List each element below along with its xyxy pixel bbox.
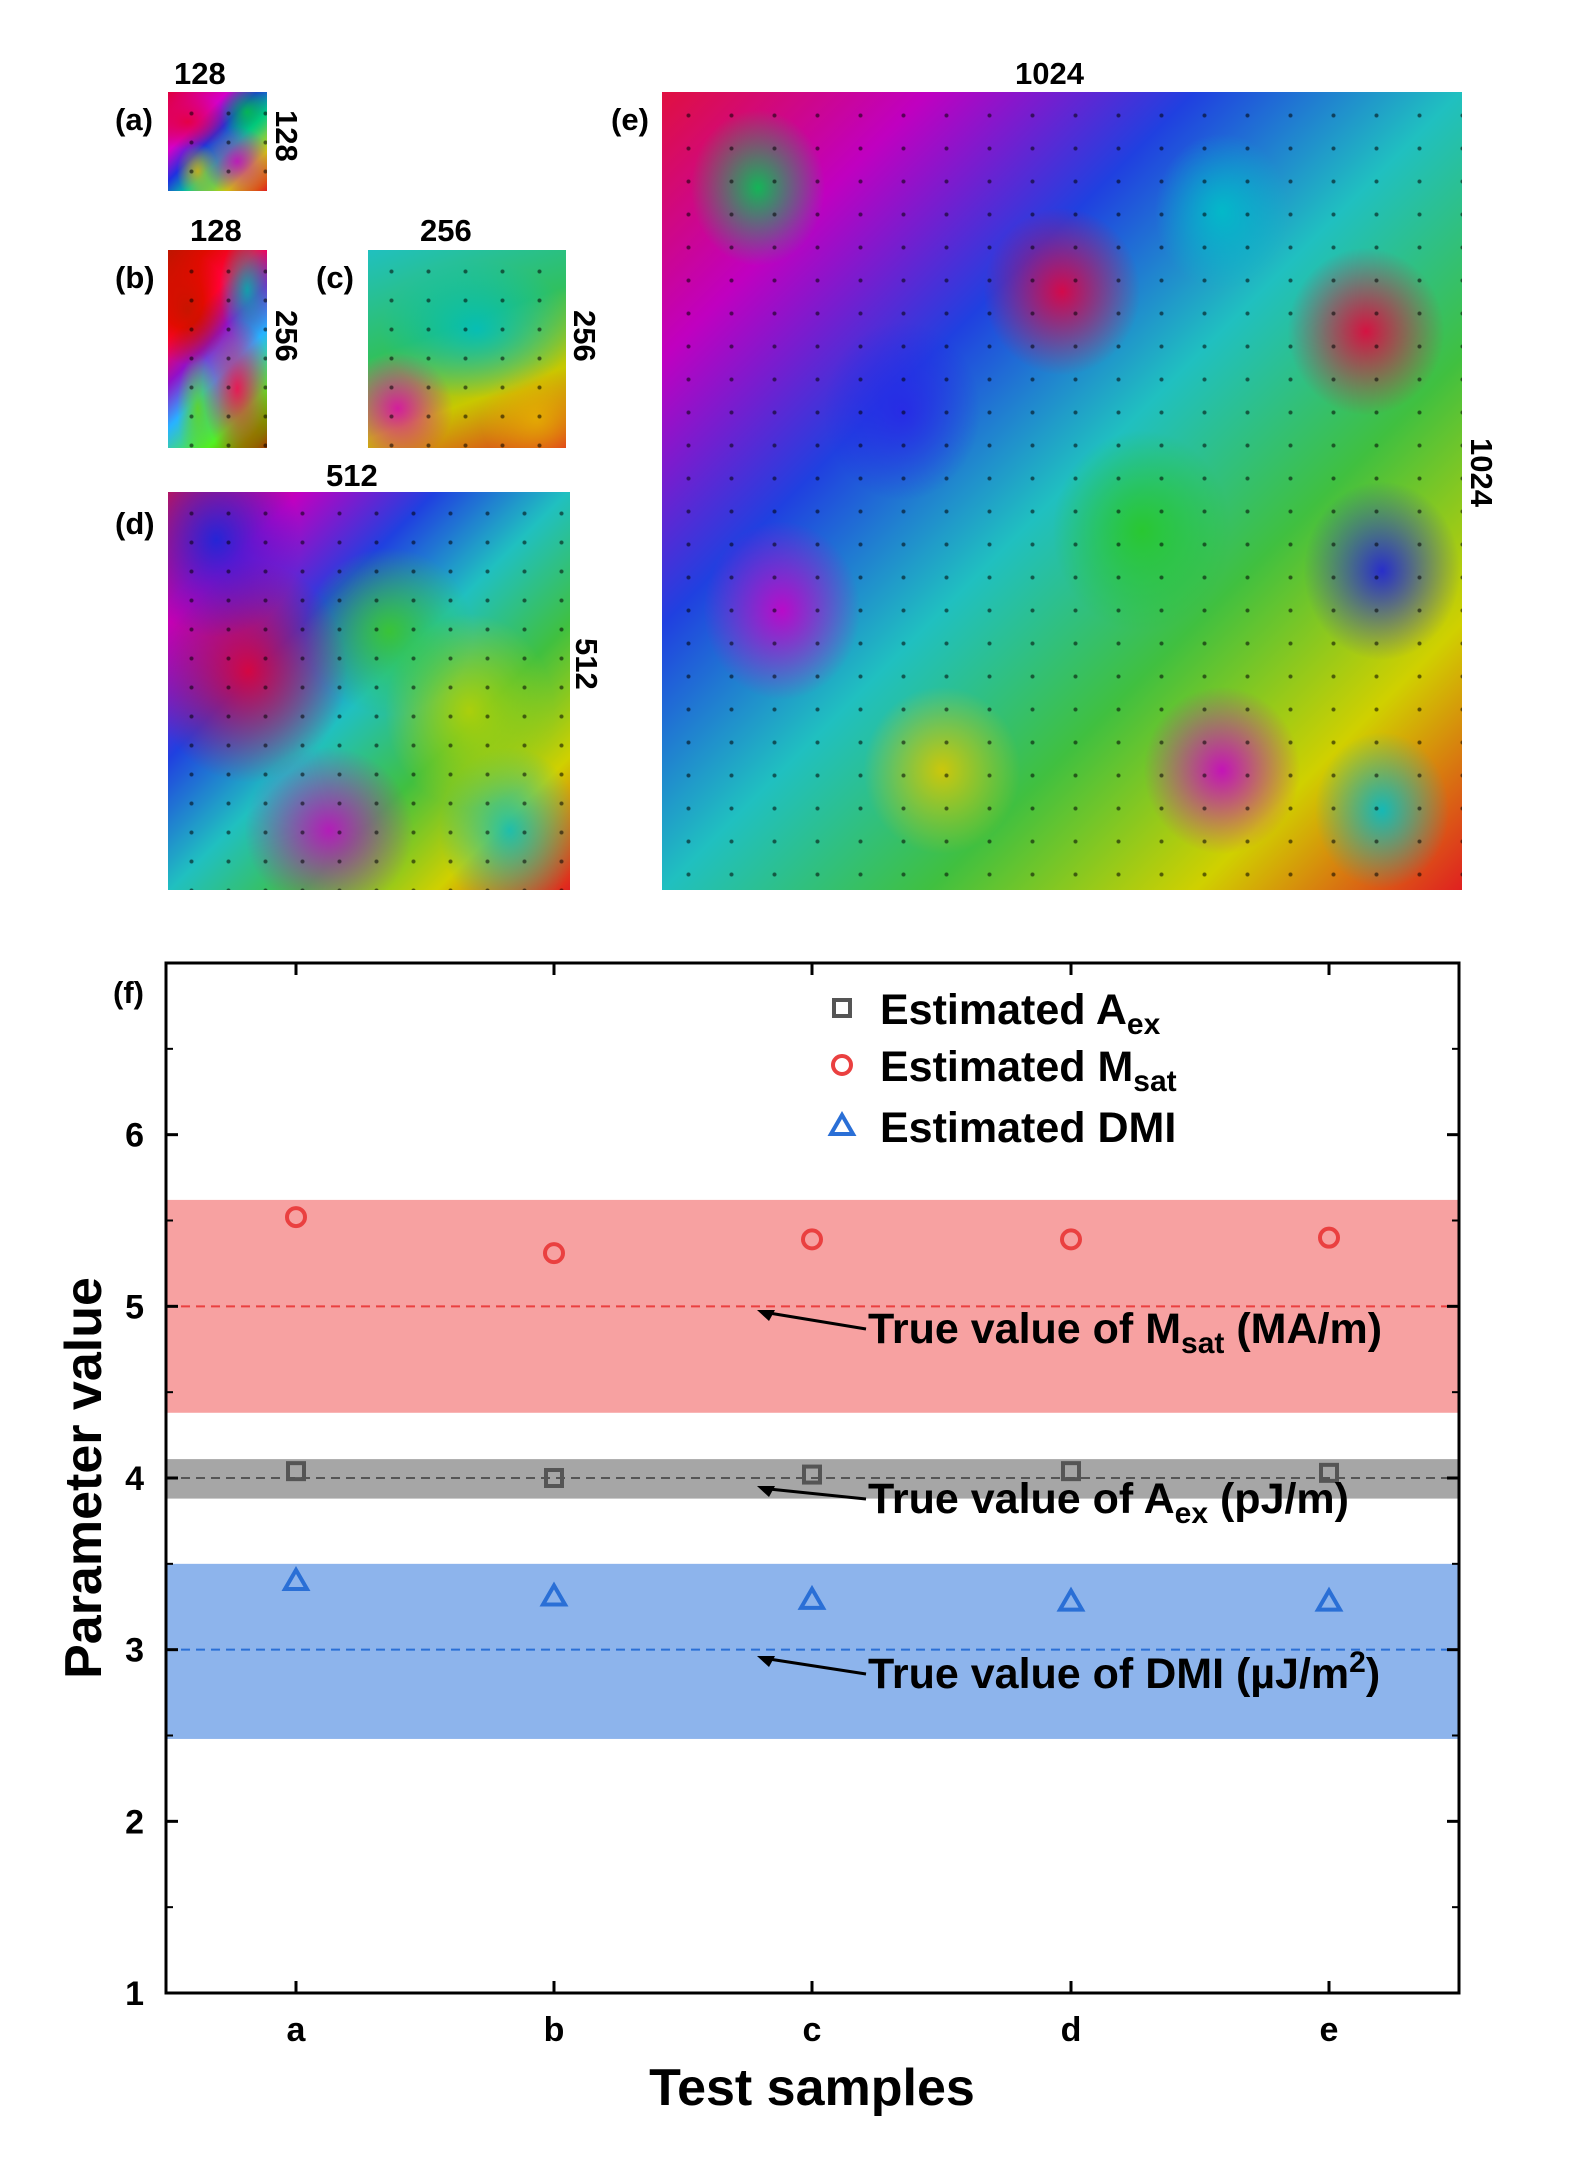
true-value-label-aex: True value of Aex (pJ/m) [868,1475,1349,1530]
legend-label: Estimated Aex [880,986,1161,1041]
legend-marker-circle [831,1054,853,1076]
point-circle [1318,1226,1340,1249]
panel-e-texture [662,92,1462,890]
panel-e-width-label: 1024 [1015,56,1084,91]
annotation-arrowhead [757,1310,775,1321]
point-square [286,1461,306,1482]
point-circle [543,1242,565,1265]
y-tick-label: 1 [125,1975,144,2013]
point-square [802,1464,822,1485]
panel-b-letter: (b) [115,260,155,295]
plot-frame [164,961,1461,1995]
panel-d-texture [168,492,570,890]
point-circle [801,1228,823,1251]
point-square [1319,1462,1339,1483]
panel-c-letter: (c) [316,260,354,295]
legend-label: Estimated Msat [880,1043,1177,1098]
panel-e-letter: (e) [611,102,649,137]
panel-d-width-label: 512 [326,458,378,493]
panel-b-texture [168,250,267,448]
y-tick-label: 6 [125,1117,144,1155]
y-tick-label: 4 [125,1460,144,1498]
true-value-label-msat: True value of Msat (MA/m) [868,1305,1382,1360]
chart-panel-label: (f) [113,975,144,1010]
panel-a-letter: (a) [115,102,153,137]
panel-c-texture [368,250,566,448]
panel-c-width-label: 256 [420,213,472,248]
legend-marker-square [832,998,852,1018]
x-tick-label: d [1061,2011,1082,2049]
y-tick-label: 3 [125,1632,144,1670]
panel-d-letter: (d) [115,506,155,541]
x-tick-label: a [287,2011,307,2049]
legend-label: Estimated DMI [880,1104,1176,1152]
annotation-arrowhead [757,1486,775,1497]
panel-a-width-label: 128 [174,56,226,91]
y-axis-label: Parameter value [55,1277,113,1679]
point-triangle [1314,1586,1344,1612]
point-triangle [539,1581,569,1607]
point-square [1061,1461,1081,1482]
panel-b-width-label: 128 [190,213,242,248]
annotation-arrowhead [757,1656,775,1667]
point-triangle [281,1566,311,1591]
panel-a-texture [168,92,267,191]
annotation-arrow-line [768,1657,867,1676]
legend-marker-triangle [827,1111,857,1136]
x-axis-label: Test samples [649,2059,975,2117]
x-tick-label: b [544,2011,565,2049]
annotation-arrow-line [768,1311,867,1331]
point-triangle [1056,1586,1086,1612]
annotation-arrow-line [768,1487,867,1501]
point-square [544,1468,564,1488]
x-tick-label: e [1320,2011,1339,2049]
point-circle [1060,1228,1082,1251]
true-value-label-dmi: True value of DMI (µJ/m2) [868,1646,1380,1698]
point-triangle [797,1584,827,1610]
x-tick-label: c [803,2011,822,2049]
y-tick-label: 5 [125,1288,144,1326]
y-tick-label: 2 [125,1803,144,1841]
point-circle [285,1206,307,1229]
